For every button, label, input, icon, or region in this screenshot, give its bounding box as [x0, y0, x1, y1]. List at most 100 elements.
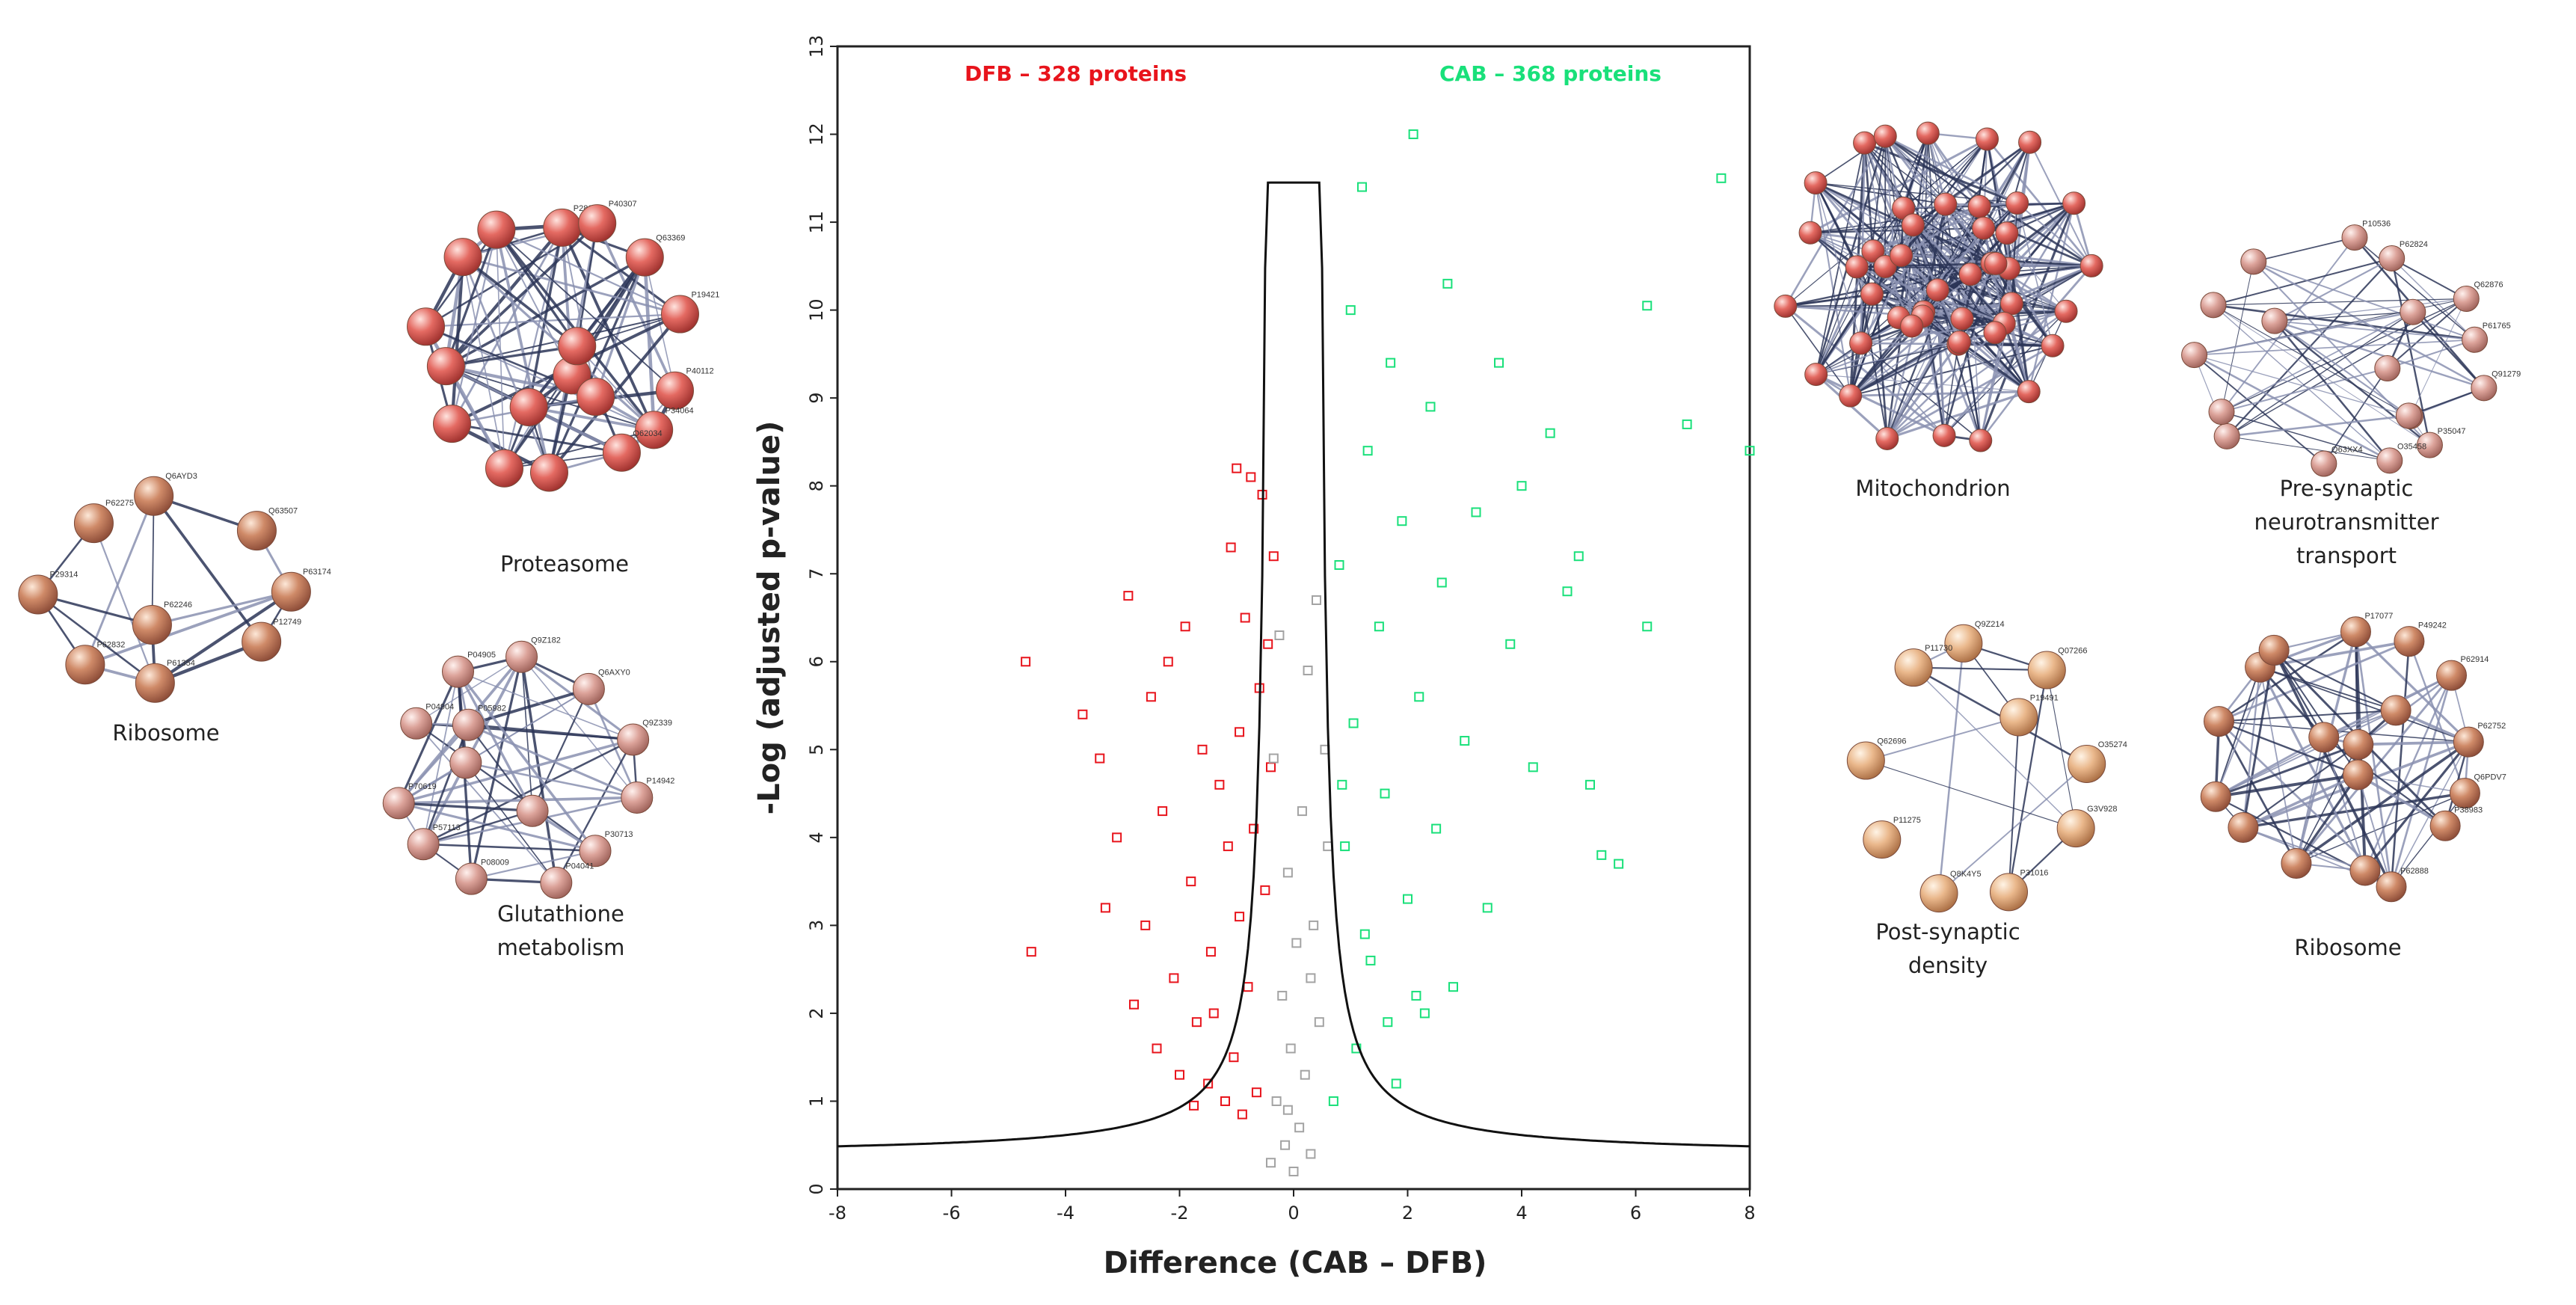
network-edge: [532, 688, 590, 811]
network-nodes: [1774, 121, 2103, 452]
point-dfb: [1220, 1096, 1230, 1106]
network-edge: [1982, 141, 2031, 229]
network-edge: [458, 671, 633, 740]
point-cab: [1471, 507, 1481, 518]
network-node-id: Q91279: [2492, 370, 2521, 379]
network-edge: [2227, 435, 2390, 461]
network-edge: [2226, 414, 2409, 437]
point-nonsignificant: [1294, 1123, 1305, 1133]
network-node: [1934, 192, 1958, 216]
network-edge: [398, 802, 596, 853]
y-tick-label: 7: [806, 568, 827, 580]
network-edge: [398, 738, 634, 805]
point-cab: [1442, 278, 1453, 289]
point-cab: [1383, 1017, 1393, 1028]
point-cab: [1374, 621, 1384, 632]
network-node: [1999, 698, 2038, 737]
network-edge: [1912, 138, 1988, 226]
network-node: [1932, 423, 1956, 447]
point-dfb: [1214, 779, 1225, 790]
network-node: [2054, 299, 2078, 323]
network-node-id: P08009: [481, 858, 509, 867]
network-node-id: P29314: [49, 571, 78, 580]
point-nonsignificant: [1297, 806, 1307, 817]
network-node: [2376, 447, 2403, 474]
network-edge: [2408, 641, 2466, 793]
network-edge: [1860, 268, 2009, 344]
point-cab: [1348, 718, 1359, 728]
point-nonsignificant: [1306, 1149, 1316, 1159]
point-dfb: [1226, 542, 1236, 553]
network-node: [455, 862, 488, 895]
network-node: [2068, 744, 2106, 783]
network-node: [1983, 321, 2007, 345]
point-cab: [1411, 990, 1421, 1001]
network-node: [1901, 213, 1925, 237]
network-node: [1947, 331, 1971, 354]
network-edge: [2358, 740, 2469, 746]
network-edge: [415, 722, 557, 884]
network-edge: [2226, 298, 2467, 437]
point-cab: [1357, 182, 1367, 192]
network-node-id: Q63507: [268, 506, 298, 515]
network-nodes: P10536 P62824 Q62876 P61765 Q91279 P35047 O354…: [2181, 219, 2521, 477]
network-node: [441, 655, 474, 688]
network-edge: [2221, 261, 2254, 412]
network-edge: [1943, 344, 1959, 436]
network-node: [2311, 450, 2337, 477]
point-dfb: [1237, 1109, 1247, 1120]
network-node: [1894, 648, 1933, 687]
network-edge: [1816, 373, 1945, 437]
network-node: [1861, 239, 1885, 263]
network-node: [2449, 778, 2480, 809]
network-edge: [2219, 709, 2397, 722]
network-edge: [154, 590, 292, 684]
point-cab: [1585, 779, 1595, 790]
network-edge: [1860, 343, 1945, 436]
network-node: [572, 672, 605, 705]
network-node: [1863, 820, 1902, 859]
network-edge: [465, 762, 557, 883]
network-edge: [2221, 311, 2414, 413]
point-cab: [1328, 1096, 1338, 1106]
network-edge: [1872, 293, 2005, 325]
point-nonsignificant: [1306, 973, 1316, 983]
network-edge: [2215, 773, 2358, 799]
network-edge: [528, 405, 654, 432]
network-edge: [1912, 141, 2031, 227]
network-edge: [548, 257, 646, 473]
point-dfb: [1243, 982, 1253, 992]
point-dfb: [1163, 657, 1173, 667]
network-edge: [452, 423, 622, 454]
network-node-id: Q9Z339: [642, 719, 672, 728]
network-node: [2416, 432, 2443, 458]
network-node: [2258, 634, 2290, 666]
network-node: [1804, 363, 1828, 387]
y-tick-label: 12: [806, 123, 827, 146]
network-node: [2228, 812, 2259, 844]
network-node: [400, 707, 433, 740]
point-cab: [1436, 577, 1447, 588]
network-edge: [1872, 202, 2017, 252]
network-node: [2349, 855, 2381, 886]
network-edge: [2215, 709, 2397, 798]
network-edge: [1913, 666, 2047, 672]
network-edge: [1887, 390, 2029, 440]
network-edge: [2391, 257, 2467, 300]
network-edge: [2274, 320, 2409, 417]
network-edge: [2323, 368, 2388, 464]
network-edge: [2218, 720, 2298, 865]
network-node: [452, 708, 485, 741]
point-nonsignificant: [1282, 1105, 1293, 1115]
network-node: [135, 663, 175, 703]
network-edge: [2355, 630, 2470, 743]
network-node: [1849, 331, 1873, 355]
network-node: [477, 210, 516, 249]
network-edge: [2213, 257, 2392, 306]
point-nonsignificant: [1268, 753, 1279, 764]
network-edge: [2213, 304, 2409, 417]
network-edge: [1937, 643, 1965, 894]
network-edge: [1884, 135, 1980, 207]
